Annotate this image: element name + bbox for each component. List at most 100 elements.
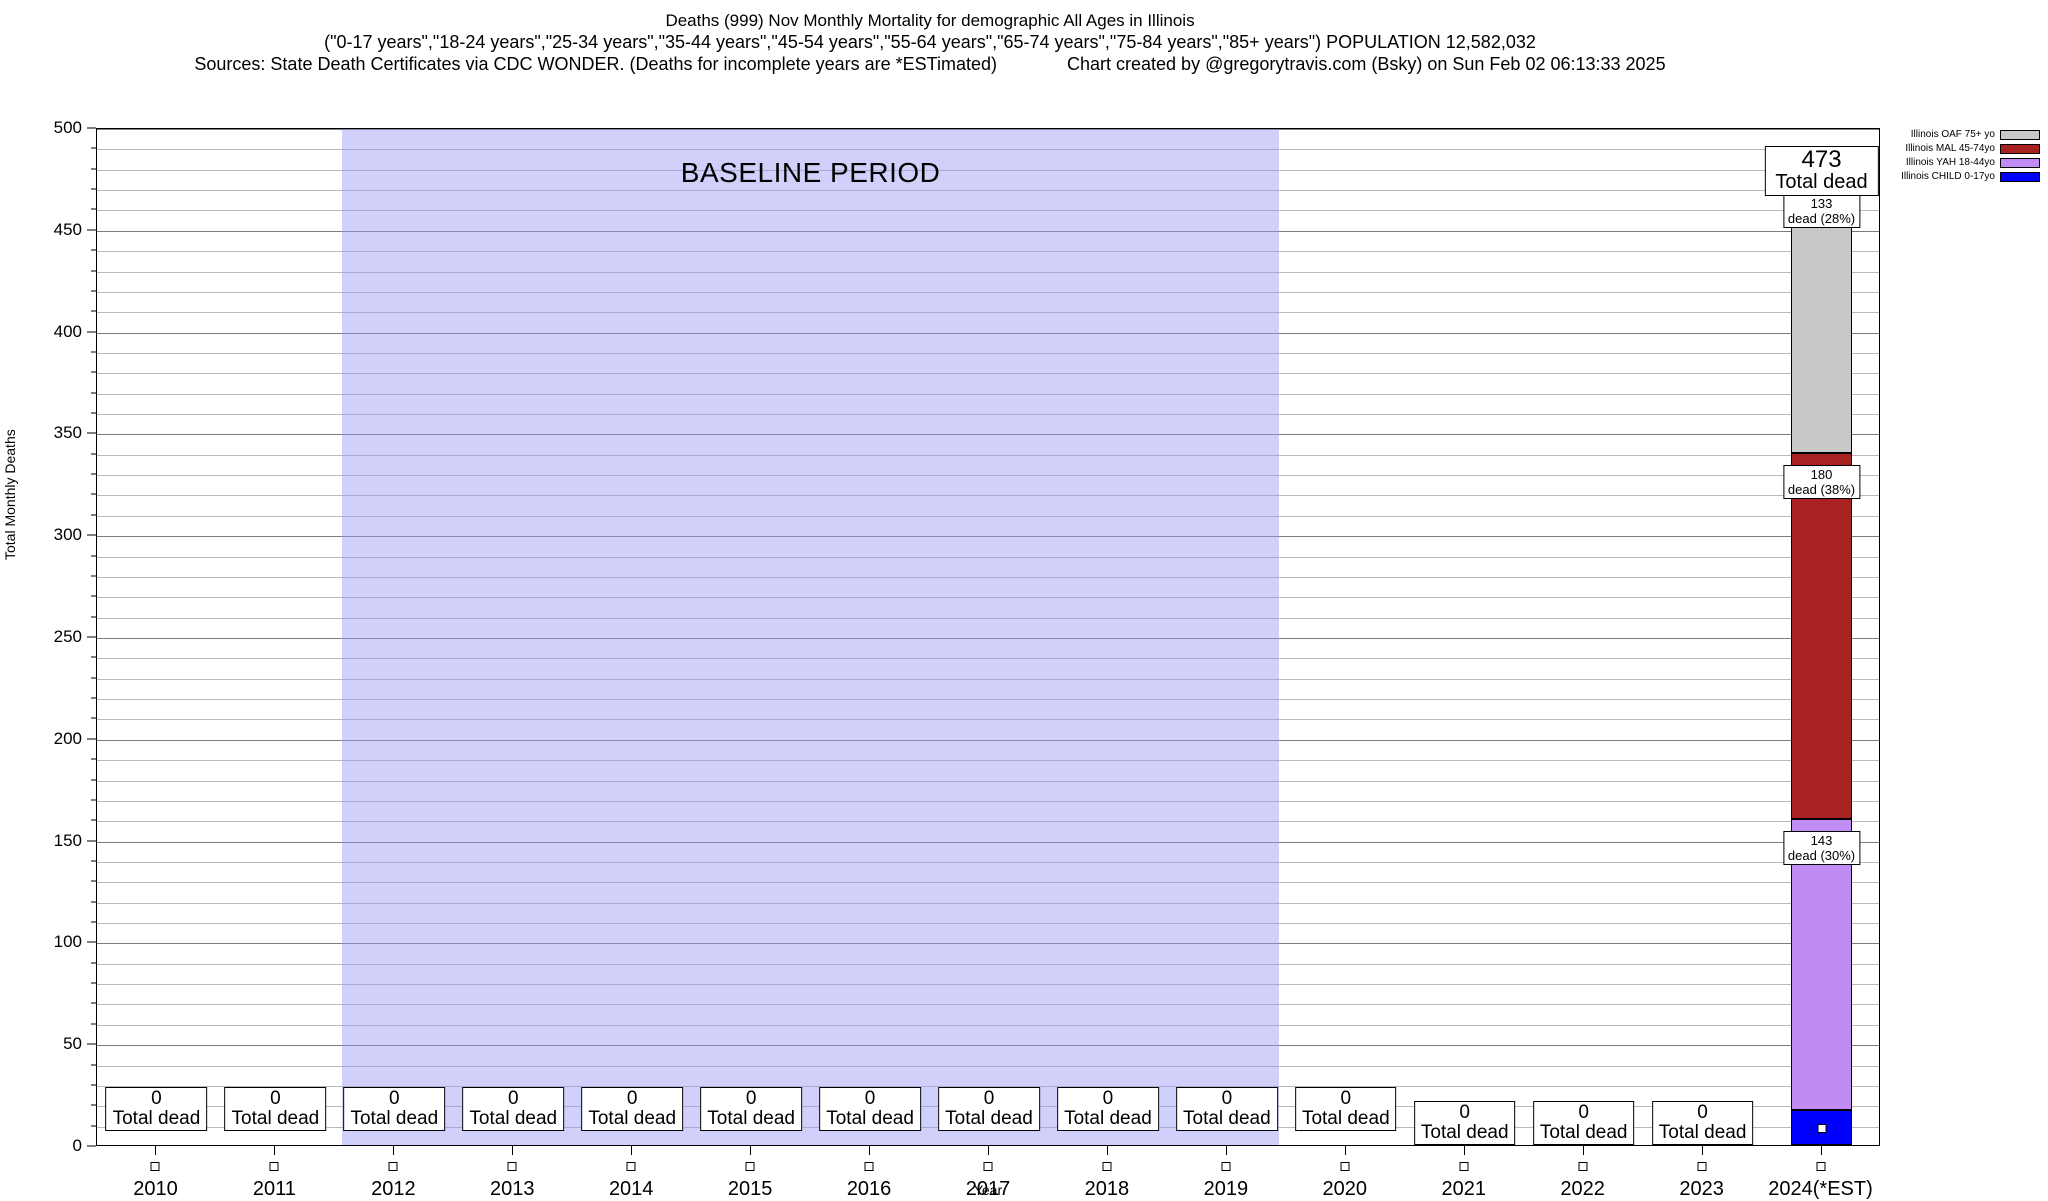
total-dead-label: 0 Total dead <box>1413 1101 1516 1145</box>
y-axis-tick <box>91 575 96 577</box>
x-axis-marker <box>1340 1162 1350 1171</box>
minor-gridline <box>97 800 1879 802</box>
x-axis-tick-label: 2023 <box>1679 1178 1724 1200</box>
bar-stack[interactable]: 0 Total dead <box>819 129 921 1145</box>
y-axis-tick <box>91 799 96 801</box>
total-dead-caption: Total dead <box>1301 1108 1390 1129</box>
minor-gridline <box>97 719 1879 721</box>
y-axis-tick <box>91 982 96 984</box>
bar-stack[interactable]: 0 Total dead <box>700 129 802 1145</box>
total-dead-value: 0 <box>626 1088 638 1109</box>
bar-stack[interactable]: 143 dead (30%) 180 dead (38%) 133 dead (28%) 4… <box>1764 129 1879 1145</box>
y-axis-tick <box>91 1125 96 1127</box>
bar-stack[interactable]: 0 Total dead <box>938 129 1040 1145</box>
y-axis-tick <box>91 962 96 964</box>
x-axis-tick <box>1582 1146 1584 1155</box>
y-axis-tick <box>91 1084 96 1086</box>
total-dead-value: 0 <box>389 1088 400 1109</box>
total-dead-value: 0 <box>745 1088 757 1109</box>
legend-item-2[interactable]: Illinois YAH 18-44yo <box>1884 156 2040 169</box>
total-dead-value: 0 <box>1340 1088 1352 1109</box>
legend-item-3[interactable]: Illinois CHILD 0-17yo <box>1884 170 2040 183</box>
x-axis-marker <box>150 1162 160 1171</box>
y-axis-tick <box>91 392 96 394</box>
bar-stack[interactable]: 0 Total dead <box>462 129 565 1145</box>
bar-stack[interactable]: 0 Total dead <box>1532 129 1635 1145</box>
x-axis-tick <box>155 1146 157 1155</box>
x-axis-tick <box>1225 1146 1227 1155</box>
total-dead-caption: Total dead <box>707 1108 795 1129</box>
y-axis-tick <box>91 493 96 495</box>
major-gridline <box>97 638 1879 639</box>
y-axis-tick <box>87 636 96 638</box>
bar-stack[interactable]: 0 Total dead <box>1413 129 1516 1145</box>
y-axis-tick <box>87 534 96 536</box>
legend-item-1[interactable]: Illinois MAL 45-74yo <box>1884 142 2040 155</box>
bar-stack[interactable]: 0 Total dead <box>1651 129 1754 1145</box>
y-axis-tick-label: 150 <box>53 830 82 850</box>
bar-stack[interactable]: 0 Total dead <box>1057 129 1159 1145</box>
x-axis-tick <box>750 1146 752 1155</box>
total-dead-caption: Total dead <box>469 1108 558 1129</box>
minor-gridline <box>97 821 1879 823</box>
y-axis-tick <box>91 616 96 618</box>
chart-source-line: Sources: State Death Certificates via CD… <box>0 53 1860 75</box>
total-dead-value: 0 <box>1697 1102 1708 1123</box>
segment-count: 180 <box>1810 466 1833 482</box>
baseline-period-label: BASELINE PERIOD <box>680 157 941 188</box>
y-axis-tick <box>91 473 96 475</box>
legend-item-0[interactable]: Illinois OAF 75+ yo <box>1884 128 2040 141</box>
x-axis-tick <box>631 1146 633 1155</box>
x-axis-tick <box>1820 1146 1822 1155</box>
x-axis-marker <box>1697 1162 1707 1171</box>
bar-stack[interactable]: 0 Total dead <box>224 129 327 1145</box>
major-gridline <box>97 943 1879 945</box>
y-axis-tick <box>91 1104 96 1106</box>
minor-gridline <box>97 760 1879 762</box>
x-axis-marker <box>1578 1162 1588 1171</box>
segment-count: 133 <box>1810 195 1833 211</box>
y-axis-tick <box>91 168 96 170</box>
y-axis-tick <box>91 371 96 373</box>
minor-gridline <box>97 882 1879 884</box>
y-axis-tick-label: 50 <box>63 1034 82 1054</box>
legend-color-swatch <box>2000 171 2040 182</box>
bar-stack[interactable]: 0 Total dead <box>1176 129 1278 1145</box>
y-axis-tick <box>91 595 96 597</box>
bar-stack[interactable]: 0 Total dead <box>105 129 208 1145</box>
total-dead-value: 0 <box>864 1088 876 1109</box>
bar-segment[interactable] <box>1790 1110 1853 1145</box>
total-dead-caption: Total dead <box>826 1108 914 1129</box>
total-dead-label: 0 Total dead <box>819 1087 921 1131</box>
minor-gridline <box>97 902 1879 904</box>
chart-subtitle: ("0-17 years","18-24 years","25-34 years… <box>324 32 1536 52</box>
y-axis-tick <box>91 147 96 149</box>
major-gridline <box>97 230 1879 232</box>
y-axis-tick <box>91 310 96 312</box>
total-dead-caption: Total dead <box>350 1108 439 1129</box>
y-axis-tick <box>91 208 96 210</box>
bar-stack[interactable]: 0 Total dead <box>1294 129 1397 1145</box>
y-axis: 0 50 100 150 200 250 300 350 400 450 500 <box>0 118 96 1155</box>
total-dead-value: 0 <box>507 1088 519 1109</box>
total-dead-caption: Total dead <box>588 1108 677 1129</box>
y-axis-tick <box>87 229 96 231</box>
bar-segment[interactable] <box>1790 819 1853 1111</box>
total-dead-caption: Total dead <box>1539 1122 1628 1143</box>
x-axis-marker <box>388 1162 398 1171</box>
bar-stack[interactable]: 0 Total dead <box>581 129 684 1145</box>
total-dead-value: 0 <box>983 1088 995 1109</box>
segment-value-label: 180 dead (38%) <box>1782 464 1861 499</box>
minor-gridline <box>97 495 1879 497</box>
minor-gridline <box>97 454 1879 456</box>
bar-segment[interactable] <box>1790 452 1853 820</box>
x-axis-marker <box>1816 1162 1826 1171</box>
total-dead-label: 0 Total dead <box>581 1087 684 1131</box>
total-dead-caption: Total dead <box>1420 1122 1509 1143</box>
minor-gridline <box>97 984 1879 986</box>
bar-stack[interactable]: 0 Total dead <box>343 129 446 1145</box>
x-axis-marker <box>1459 1162 1469 1171</box>
minor-gridline <box>97 780 1879 782</box>
minor-gridline <box>97 352 1879 354</box>
total-dead-value: 473 <box>1801 145 1842 173</box>
